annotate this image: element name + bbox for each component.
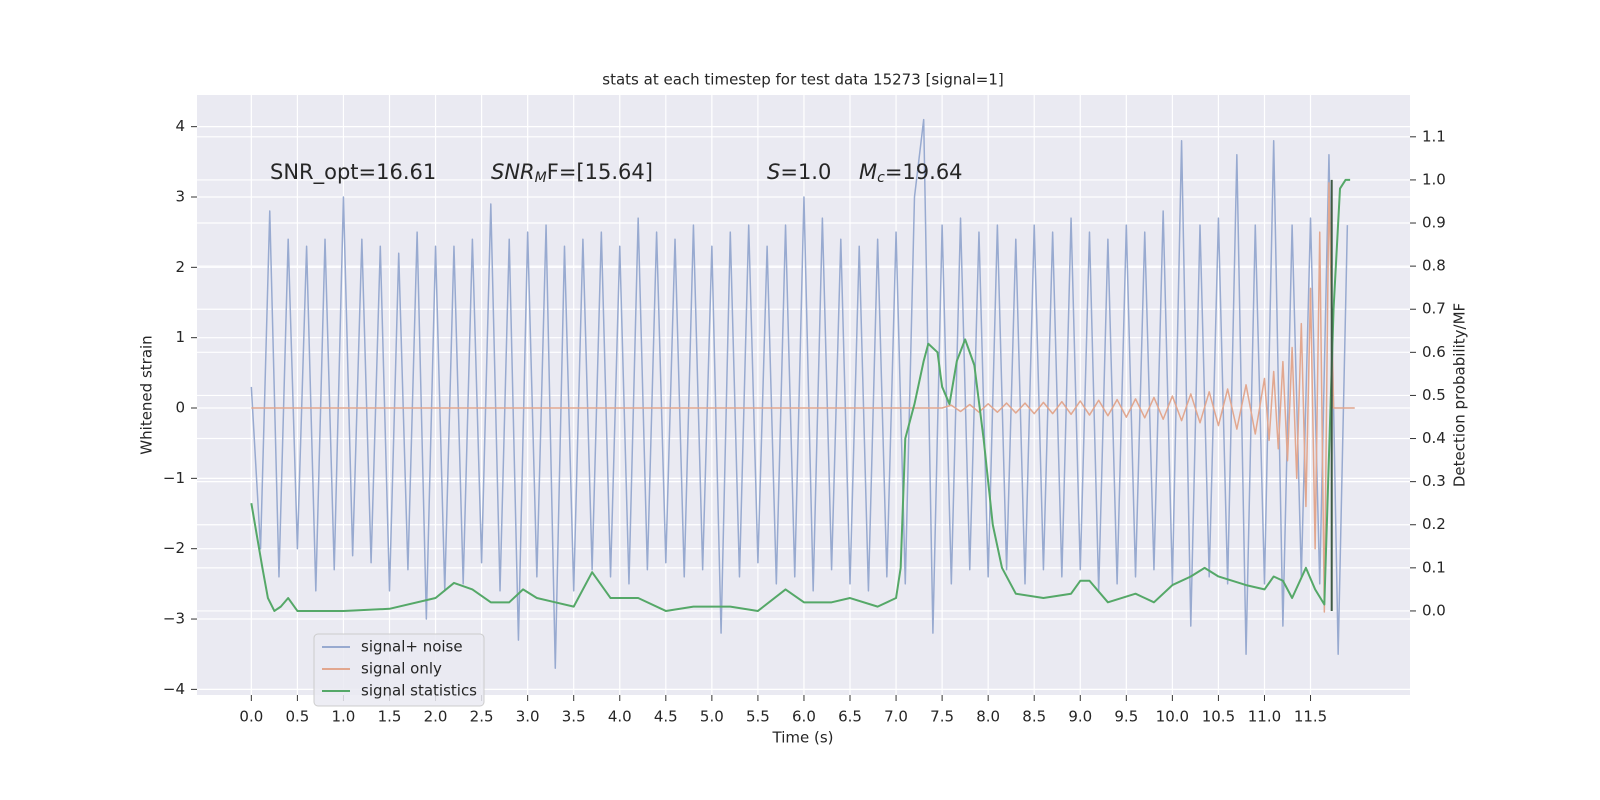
annotation-sub: M xyxy=(535,170,547,186)
x-tick-label: 2.0 xyxy=(424,708,448,726)
x-tick-label: 0.5 xyxy=(285,708,309,726)
x-tick-label: 4.0 xyxy=(608,708,632,726)
x-tick-label: 3.0 xyxy=(516,708,540,726)
y2-tick-label: 1.0 xyxy=(1422,170,1446,188)
x-tick-label: 9.5 xyxy=(1114,708,1138,726)
x-tick-label: 0.0 xyxy=(239,708,263,726)
y-tick-label: 4 xyxy=(175,117,185,135)
x-tick-label: 11.5 xyxy=(1294,708,1327,726)
y-tick-label: −4 xyxy=(163,680,185,698)
x-tick-label: 9.0 xyxy=(1068,708,1092,726)
y2-tick-label: 0.7 xyxy=(1422,300,1446,318)
annotation-rest: F=[15.64] xyxy=(547,160,653,184)
y2-tick-label: 0.4 xyxy=(1422,429,1446,447)
x-tick-label: 6.0 xyxy=(792,708,816,726)
x-tick-label: 5.5 xyxy=(746,708,770,726)
y2-tick-label: 1.1 xyxy=(1422,127,1446,145)
y2-tick-label: 0.1 xyxy=(1422,558,1446,576)
x-tick-label: 3.5 xyxy=(562,708,586,726)
x-tick-label: 1.5 xyxy=(378,708,402,726)
y2-tick-label: 0.3 xyxy=(1422,472,1446,490)
y2-tick-label: 0.0 xyxy=(1422,601,1446,619)
y-tick-label: 1 xyxy=(175,328,185,346)
y2-tick-label: 0.2 xyxy=(1422,515,1446,533)
annotation-symbol: SNR xyxy=(491,160,535,184)
y-axis-label: Whitened strain xyxy=(138,335,156,454)
y-tick-label: −3 xyxy=(163,610,185,628)
x-tick-label: 2.5 xyxy=(470,708,494,726)
series-line xyxy=(250,118,1349,670)
annotation: SNR_opt=16.61 xyxy=(270,160,436,185)
x-tick-label: 4.5 xyxy=(654,708,678,726)
y2-axis-label: Detection probability/MF xyxy=(1451,303,1469,487)
x-axis-label: Time (s) xyxy=(772,729,834,747)
y2-tick-label: 0.9 xyxy=(1422,214,1446,232)
legend: signal+ noise signal only signal statistic… xyxy=(313,633,485,707)
ticks: 0.0 0.5 1.0 1.5 2.0 2.5 3.0 3.5 4.0 4.5 5.0 5.5 6.0 6… xyxy=(163,117,1446,725)
x-tick-label: 10.0 xyxy=(1156,708,1189,726)
y-tick-label: −1 xyxy=(163,469,185,487)
y2-tick-label: 0.5 xyxy=(1422,386,1446,404)
annotations: SNR_opt=16.61 SNRMF=[15.64] S=1.0 Mc=19.64 xyxy=(270,160,963,186)
annotation: S=1.0 xyxy=(767,160,831,184)
x-tick-label: 6.5 xyxy=(838,708,862,726)
x-tick-label: 7.5 xyxy=(930,708,954,726)
chart-title: stats at each timestep for test data 152… xyxy=(602,71,1003,89)
annotation-sub: c xyxy=(877,170,885,186)
x-tick-label: 8.5 xyxy=(1022,708,1046,726)
x-tick-label: 1.0 xyxy=(332,708,356,726)
annotation-rest: =1.0 xyxy=(780,160,831,184)
annotation: SNRMF=[15.64] xyxy=(491,160,653,186)
x-tick-label: 5.0 xyxy=(700,708,724,726)
series-line xyxy=(250,178,1351,612)
series-line xyxy=(251,182,1355,613)
y-tick-label: −2 xyxy=(163,539,185,557)
annotation-symbol: M xyxy=(859,160,877,184)
legend-label: signal+ noise xyxy=(361,638,463,656)
y-tick-label: 2 xyxy=(175,258,185,276)
y2-tick-label: 0.8 xyxy=(1422,257,1446,275)
x-tick-label: 7.0 xyxy=(884,708,908,726)
y-tick-label: 0 xyxy=(175,399,185,417)
annotation: Mc=19.64 xyxy=(859,160,963,186)
annotation-rest: =19.64 xyxy=(885,160,963,184)
marks xyxy=(250,118,1355,670)
annotation-symbol: S xyxy=(767,160,780,184)
legend-box xyxy=(313,633,485,707)
x-tick-label: 11.0 xyxy=(1248,708,1281,726)
legend-label: signal statistics xyxy=(361,682,477,700)
x-tick-label: 8.0 xyxy=(976,708,1000,726)
legend-label: signal only xyxy=(361,660,442,678)
y-tick-label: 3 xyxy=(175,187,185,205)
x-tick-label: 10.5 xyxy=(1202,708,1235,726)
y2-tick-label: 0.6 xyxy=(1422,343,1446,361)
